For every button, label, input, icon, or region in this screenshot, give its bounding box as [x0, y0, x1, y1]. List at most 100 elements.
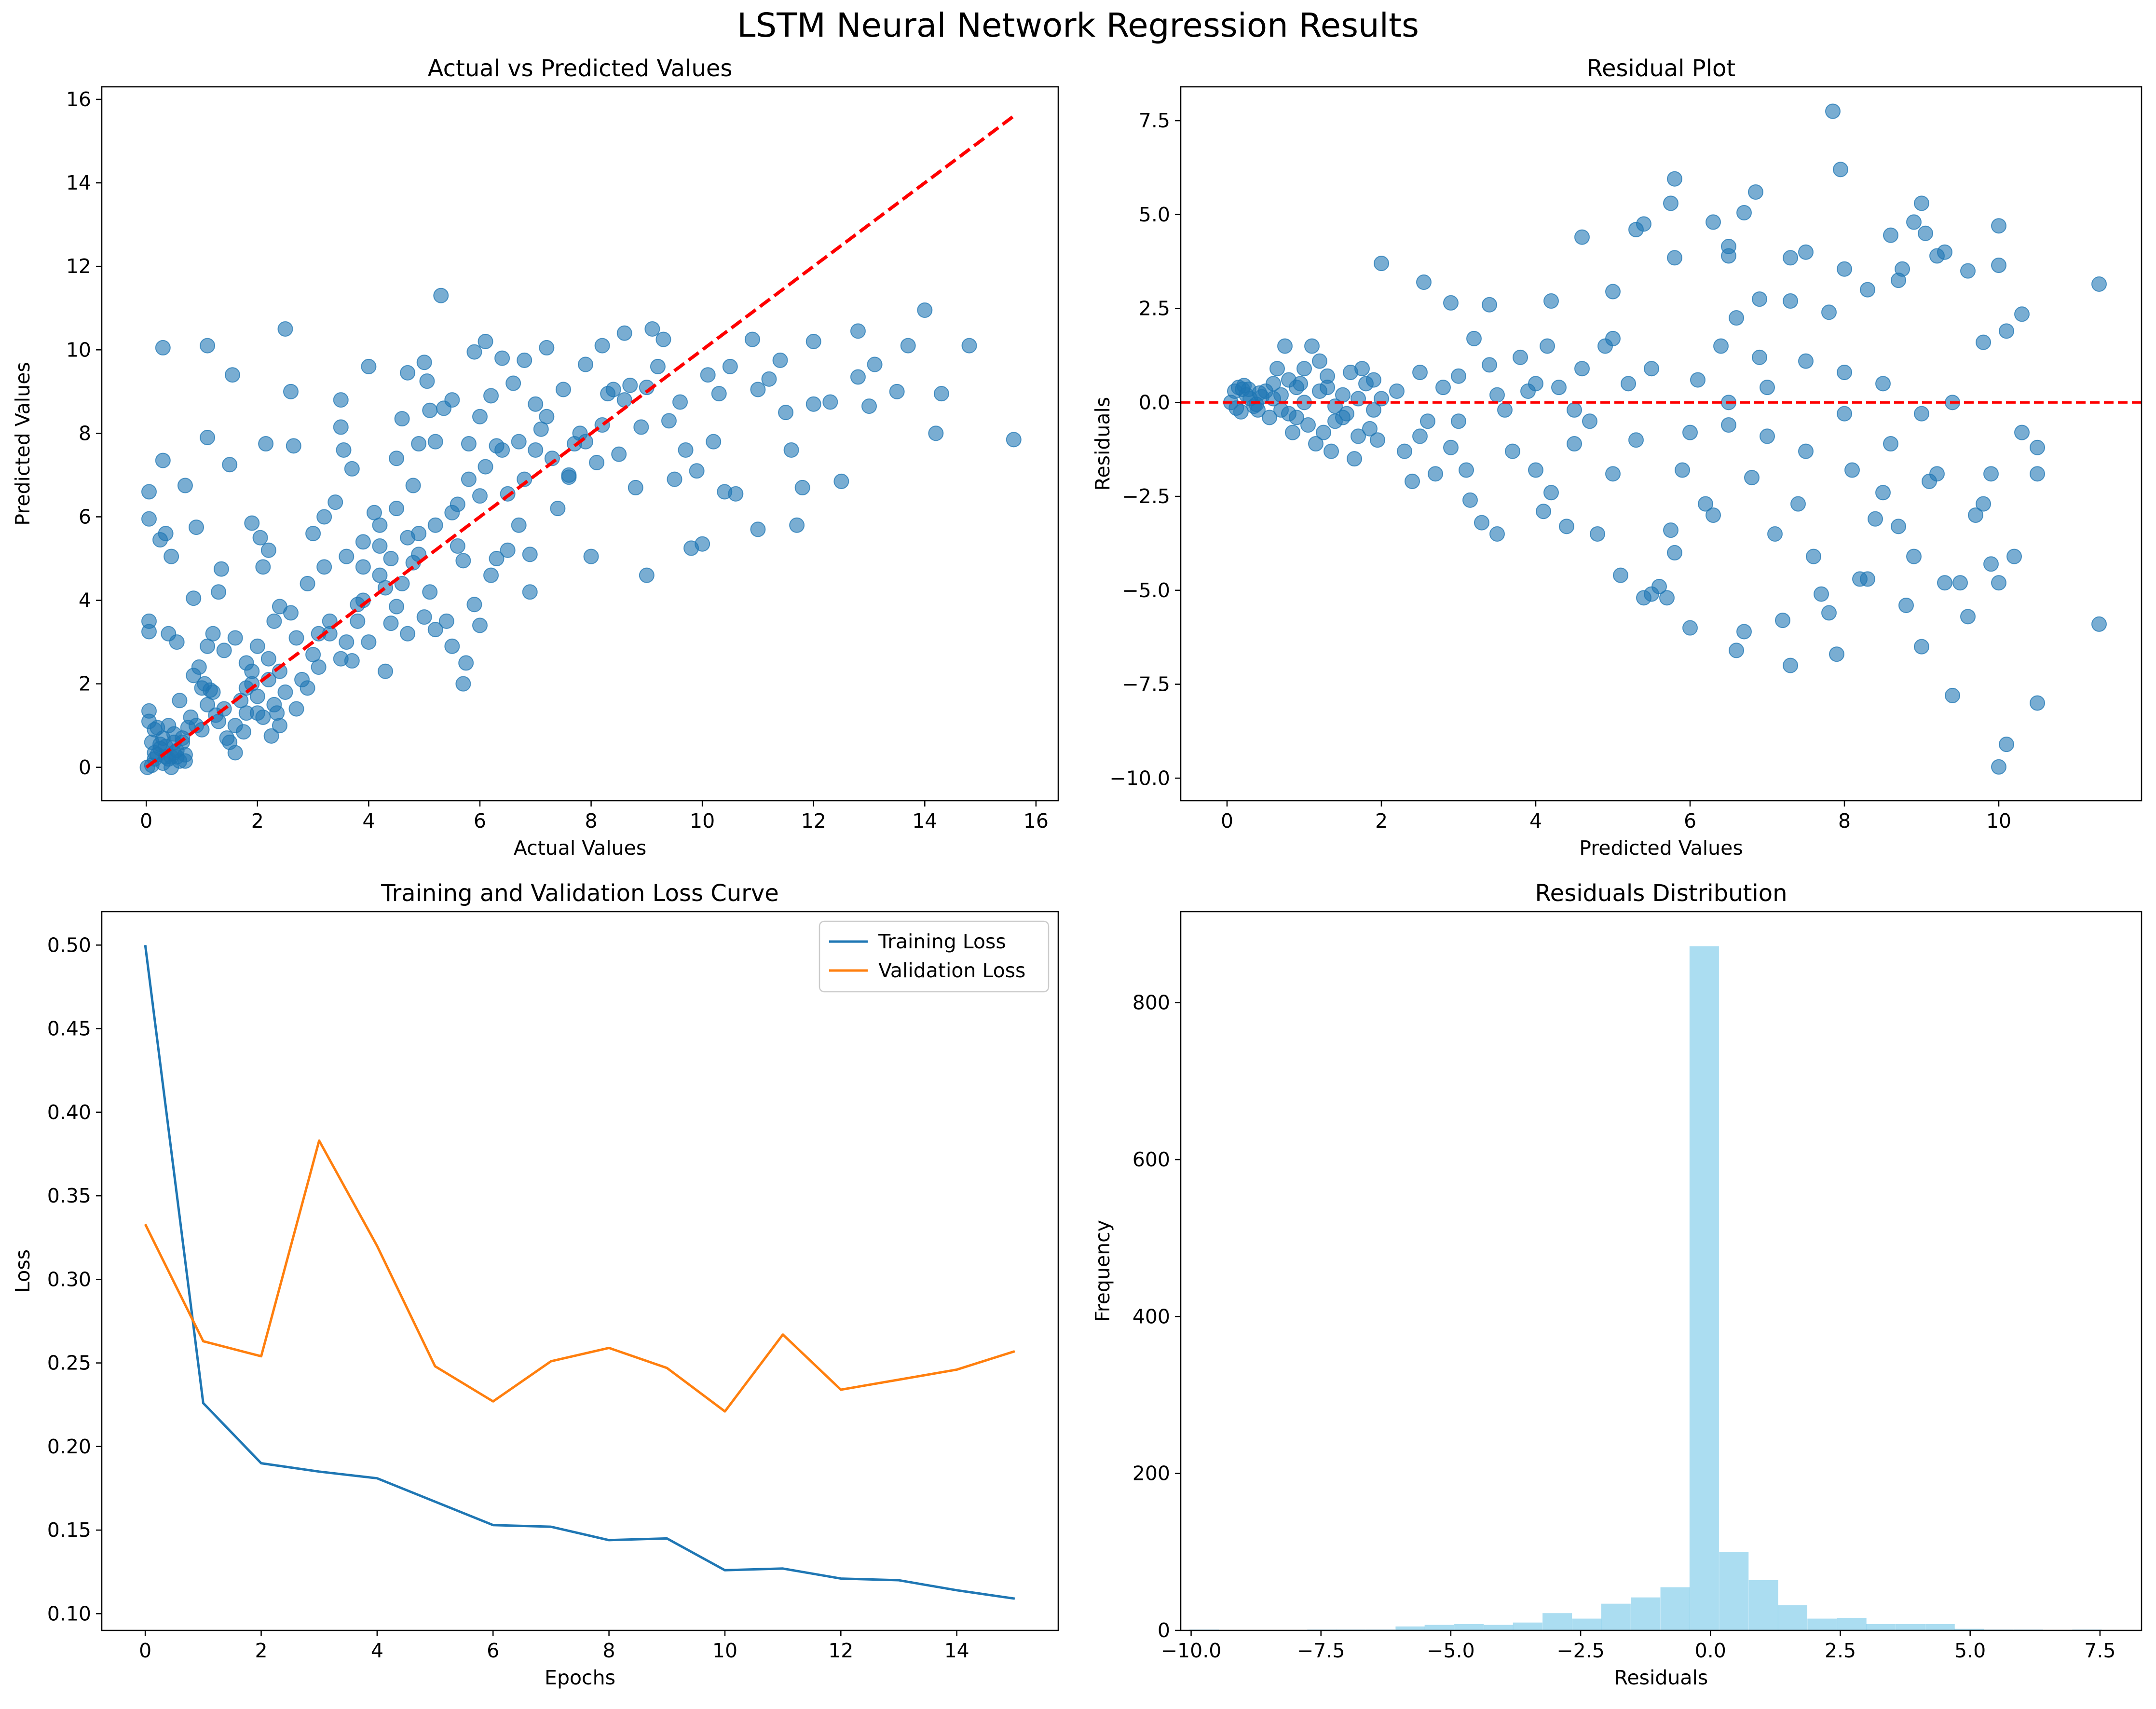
- scatter-point: [616, 392, 632, 408]
- scatter-point: [639, 567, 655, 583]
- scatter-point: [283, 383, 299, 399]
- scatter-point: [622, 377, 638, 393]
- y-tick-label: 200: [1133, 1462, 1170, 1485]
- scatter-point: [472, 488, 488, 504]
- scatter-point: [155, 340, 171, 355]
- scatter-point: [1929, 466, 1945, 482]
- x-tick-label: 0: [140, 809, 152, 833]
- scatter-point: [158, 526, 174, 542]
- scatter-point: [400, 365, 416, 381]
- scatter-point: [389, 501, 405, 517]
- scatter-point: [1960, 263, 1976, 279]
- scatter-point: [1945, 687, 1960, 703]
- x-tick-label: 8: [603, 1639, 615, 1662]
- x-tick-label: 0: [1221, 809, 1233, 833]
- scatter-point: [1860, 282, 1875, 298]
- scatter-point: [1729, 643, 1744, 658]
- scatter-point: [794, 479, 810, 495]
- scatter-point: [333, 419, 349, 435]
- validation-loss-line: [144, 1139, 1015, 1413]
- scatter-point: [1273, 402, 1289, 418]
- y-tick-label: 8: [79, 422, 91, 445]
- scatter-point: [1366, 372, 1381, 388]
- y-axis-label: Loss: [11, 1249, 34, 1293]
- scatter-point: [394, 411, 410, 427]
- scatter-point: [633, 419, 649, 435]
- scatter-point: [522, 547, 538, 562]
- legend-label: Validation Loss: [878, 959, 1025, 982]
- scatter-point: [1335, 410, 1351, 425]
- histogram-bar: [1454, 1624, 1484, 1630]
- x-tick-label: 4: [362, 809, 375, 833]
- scatter-point: [511, 434, 527, 450]
- histogram-bar: [1719, 1552, 1749, 1630]
- scatter-point: [861, 398, 877, 414]
- scatter-point: [427, 517, 443, 533]
- chart-title: Residual Plot: [1587, 55, 1735, 82]
- scatter-point: [1536, 504, 1551, 520]
- y-tick-label: 0.50: [47, 933, 91, 957]
- scatter-point: [1412, 428, 1428, 444]
- scatter-point: [1006, 432, 1022, 448]
- scatter-point: [605, 382, 621, 397]
- scatter-point: [528, 442, 544, 458]
- scatter-point: [1644, 361, 1659, 377]
- scatter-point: [655, 331, 671, 347]
- scatter-point: [1914, 639, 1929, 655]
- histogram-bar: [1660, 1587, 1690, 1630]
- x-axis-label: Residuals: [1614, 1666, 1708, 1689]
- scatter-point: [383, 551, 399, 567]
- scatter-point: [517, 471, 532, 487]
- y-tick-label: −5.0: [1122, 579, 1170, 602]
- scatter-point: [728, 486, 744, 502]
- scatter-point: [1667, 250, 1682, 266]
- scatter-point: [1374, 391, 1389, 407]
- y-tick-label: 14: [66, 171, 91, 194]
- histogram-bar: [1395, 1626, 1425, 1630]
- scatter-point: [188, 520, 204, 535]
- scatter-point: [1976, 334, 1991, 350]
- scatter-point: [177, 478, 193, 493]
- scatter-point: [1252, 385, 1268, 401]
- scatter-point: [833, 473, 849, 489]
- legend-label: Training Loss: [878, 930, 1006, 953]
- scatter-point: [344, 653, 360, 669]
- scatter-point: [1983, 466, 1999, 482]
- scatter-point: [205, 626, 221, 642]
- scatter-point: [164, 548, 179, 564]
- y-tick-label: 7.5: [1139, 109, 1170, 132]
- scatter-point: [172, 693, 188, 709]
- scatter-point: [1752, 291, 1767, 307]
- scatter-point: [1825, 103, 1841, 119]
- scatter-point: [1528, 376, 1543, 392]
- scatter-point: [1351, 391, 1366, 407]
- x-tick-label: 6: [1684, 809, 1696, 833]
- x-tick-label: 14: [912, 809, 937, 833]
- scatter-point: [455, 676, 471, 692]
- scatter-point: [850, 369, 866, 385]
- scatter-point: [1729, 310, 1744, 326]
- scatter-point: [202, 682, 218, 698]
- scatter-point: [438, 613, 454, 629]
- scatter-point: [1551, 380, 1567, 396]
- scatter-point: [1489, 387, 1505, 403]
- scatter-point: [1505, 443, 1520, 459]
- scatter-point: [411, 436, 427, 451]
- x-tick-label: 4: [371, 1639, 383, 1662]
- scatter-point: [1351, 428, 1366, 444]
- scatter-point: [327, 494, 343, 510]
- legend: Training Loss Validation Loss: [819, 920, 1050, 993]
- histogram-bar: [1748, 1580, 1778, 1630]
- x-tick-label: 10: [690, 809, 715, 833]
- y-tick-label: −2.5: [1122, 485, 1170, 508]
- histogram-bar: [1572, 1618, 1602, 1630]
- x-axis-label: Epochs: [545, 1666, 615, 1689]
- scatter-point: [500, 542, 516, 558]
- y-tick-label: 400: [1133, 1305, 1170, 1328]
- scatter-point: [589, 454, 605, 470]
- scatter-point: [147, 722, 163, 738]
- scatter-point: [1605, 330, 1621, 346]
- scatter-point: [1991, 575, 2006, 591]
- scatter-point: [672, 394, 688, 410]
- scatter-point: [1300, 417, 1316, 433]
